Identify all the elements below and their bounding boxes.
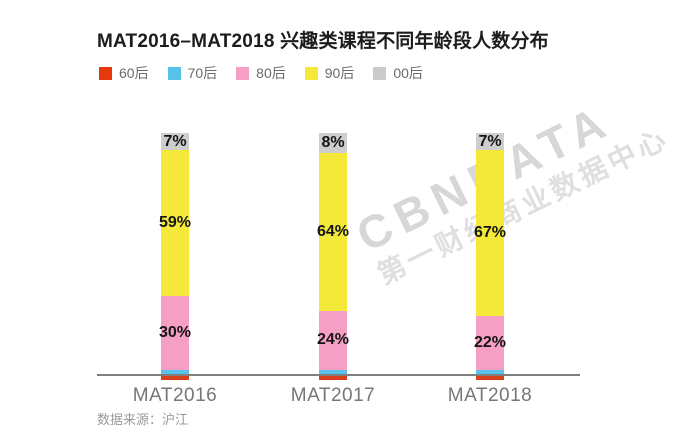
segment-gen-70s: [476, 370, 504, 376]
data-source: 数据来源：沪江: [97, 412, 189, 427]
legend-item-1: 70后: [167, 63, 218, 83]
legend-swatch-icon: [304, 66, 318, 80]
segment-gen-00s: 8%: [319, 133, 347, 153]
segment-gen-00s: 7%: [161, 133, 189, 151]
segment-gen-60s: [319, 375, 347, 380]
x-axis-line: [97, 374, 580, 376]
legend-item-3: 90后: [304, 63, 355, 83]
segment-gen-90s: 64%: [317, 152, 349, 311]
legend-swatch-icon: [167, 66, 181, 80]
legend: 60后 70后 80后 90后 00后: [99, 63, 423, 83]
segment-gen-90s: 59%: [159, 150, 191, 297]
segment-gen-80s: 22%: [474, 315, 506, 371]
legend-item-4: 00后: [373, 63, 423, 83]
x-axis-label-mat2016: MAT2016: [132, 385, 218, 406]
legend-swatch-icon: [99, 66, 112, 80]
x-axis-label-mat2017: MAT2017: [290, 385, 376, 406]
segment-gen-70s: [161, 370, 189, 376]
chart-title: MAT2016–MAT2018 兴趣类课程不同年龄段人数分布: [97, 31, 549, 52]
plot-area: 30% 59% 7% 24% 64% 8% 22% 67% 7% MAT2016 MAT2017 M…: [97, 133, 580, 406]
legend-label: 80后: [256, 65, 286, 81]
segment-gen-80s: 30%: [159, 296, 191, 371]
bars: 30% 59% 7% 24% 64% 8% 22% 67% 7%: [100, 133, 580, 380]
legend-item-2: 80后: [236, 63, 286, 83]
x-axis-label-mat2018: MAT2018: [447, 385, 533, 406]
segment-gen-80s: 24%: [317, 310, 349, 371]
segment-gen-60s: [161, 375, 189, 380]
legend-label: 00后: [393, 65, 423, 81]
segment-gen-90s: 67%: [474, 150, 506, 316]
legend-label: 90后: [324, 65, 355, 81]
segment-gen-00s: 7%: [476, 133, 504, 151]
segment-gen-60s: [476, 375, 504, 380]
legend-item-0: 60后: [99, 63, 149, 83]
segment-gen-70s: [319, 370, 347, 376]
bar-mat2016: 30% 59% 7%: [159, 133, 191, 380]
bar-mat2017: 24% 64% 8%: [317, 133, 349, 380]
legend-swatch-icon: [236, 66, 250, 80]
legend-label: 60后: [119, 65, 149, 81]
legend-swatch-icon: [373, 66, 387, 80]
bar-mat2018: 22% 67% 7%: [474, 133, 506, 380]
legend-label: 70后: [187, 65, 218, 81]
